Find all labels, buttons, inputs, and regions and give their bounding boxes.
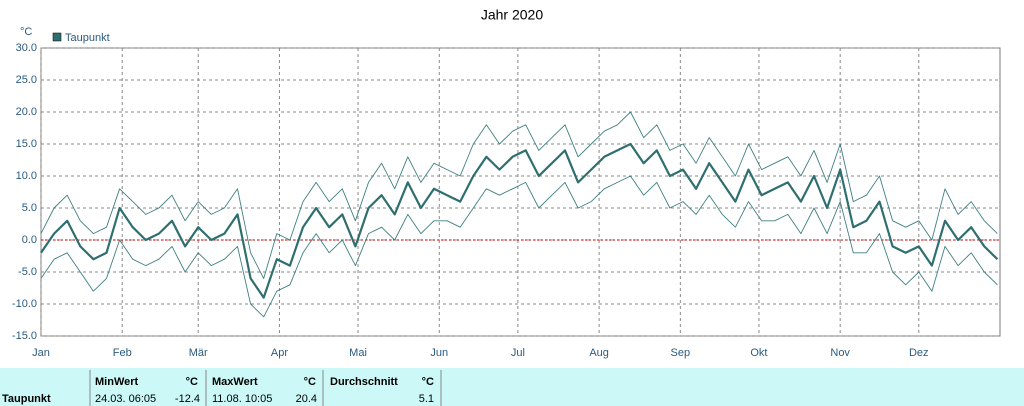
stats-unit: °C xyxy=(304,376,316,388)
stats-time: 11.08. 10:05 xyxy=(212,393,272,405)
series-line xyxy=(40,142,999,299)
series-line xyxy=(40,111,998,279)
stats-time: 24.03. 06:05 xyxy=(95,393,156,405)
x-tick-label: Nov xyxy=(830,347,850,359)
y-tick-label: 30.0 xyxy=(16,42,37,54)
stats-value: 5.1 xyxy=(419,393,434,405)
y-unit: °C xyxy=(20,26,32,38)
x-tick-label: Mär xyxy=(189,347,208,359)
x-tick-label: Jul xyxy=(511,347,525,359)
stats-header: MaxWert xyxy=(212,376,258,388)
x-tick-label: Jan xyxy=(32,347,50,359)
x-tick-label: Aug xyxy=(589,347,609,359)
y-tick-label: -15.0 xyxy=(12,330,37,342)
stats-value: 20.4 xyxy=(296,393,317,405)
y-tick-label: 10.0 xyxy=(16,170,37,182)
stats-unit: °C xyxy=(422,376,434,388)
x-tick-label: Okt xyxy=(750,347,767,359)
x-tick-label: Apr xyxy=(271,347,288,359)
series-line xyxy=(40,175,998,318)
y-tick-label: 25.0 xyxy=(16,74,37,86)
plot-area xyxy=(40,47,1001,337)
stats-header: MinWert xyxy=(95,376,139,388)
y-tick-label: -5.0 xyxy=(18,266,37,278)
x-tick-label: Dez xyxy=(909,347,929,359)
y-tick-label: -10.0 xyxy=(12,298,37,310)
y-tick-label: 0.0 xyxy=(22,234,37,246)
x-tick-label: Mai xyxy=(349,347,367,359)
stats-row-label: Taupunkt xyxy=(2,393,51,405)
stats-unit: °C xyxy=(186,376,198,388)
y-tick-label: 15.0 xyxy=(16,138,37,150)
chart-title: Jahr 2020 xyxy=(481,7,543,23)
stats-background xyxy=(0,368,1024,406)
stats-header: Durchschnitt xyxy=(330,376,398,388)
x-tick-label: Sep xyxy=(671,347,691,359)
legend-swatch xyxy=(52,32,62,42)
y-tick-label: 20.0 xyxy=(16,106,37,118)
x-tick-label: Feb xyxy=(113,347,132,359)
stats-value: -12.4 xyxy=(175,393,200,405)
legend-label: Taupunkt xyxy=(65,32,110,44)
x-tick-label: Jun xyxy=(430,347,448,359)
y-tick-label: 5.0 xyxy=(22,202,37,214)
